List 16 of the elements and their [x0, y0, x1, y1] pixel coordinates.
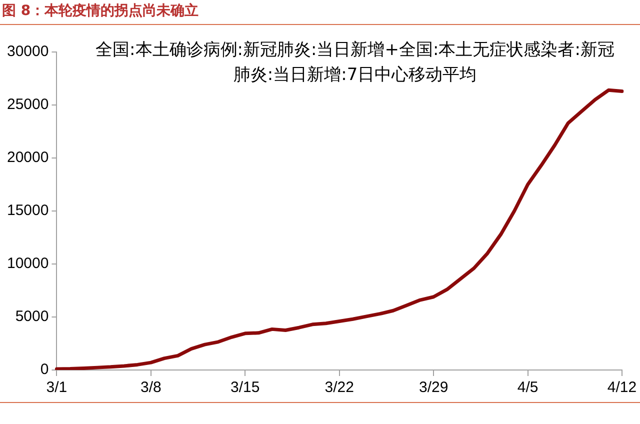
- x-tick-label: 3/15: [230, 379, 260, 396]
- chart-subtitle: 全国:本土确诊病例:新冠肺炎:当日新增+全国:本土无症状感染者:新冠肺炎:当日新增:7日中心移动平均: [95, 39, 615, 87]
- y-tick-label: 25000: [6, 96, 49, 114]
- y-tick-label: 0: [40, 361, 49, 378]
- y-tick-label: 5000: [15, 308, 49, 326]
- x-tick-label: 3/8: [140, 379, 162, 396]
- y-tick-label: 10000: [6, 255, 49, 272]
- x-tick-label: 4/5: [517, 379, 538, 396]
- x-tick-label: 3/1: [46, 379, 68, 396]
- x-tick-label: 4/12: [607, 379, 637, 396]
- x-tick-label: 3/22: [324, 379, 354, 396]
- chart-title: 图 8：本轮疫情的拐点尚未确立: [2, 2, 199, 20]
- y-tick-label: 15000: [6, 202, 49, 220]
- y-tick-label: 30000: [6, 43, 49, 60]
- y-tick-label: 20000: [6, 149, 49, 166]
- x-tick-label: 3/29: [418, 379, 448, 396]
